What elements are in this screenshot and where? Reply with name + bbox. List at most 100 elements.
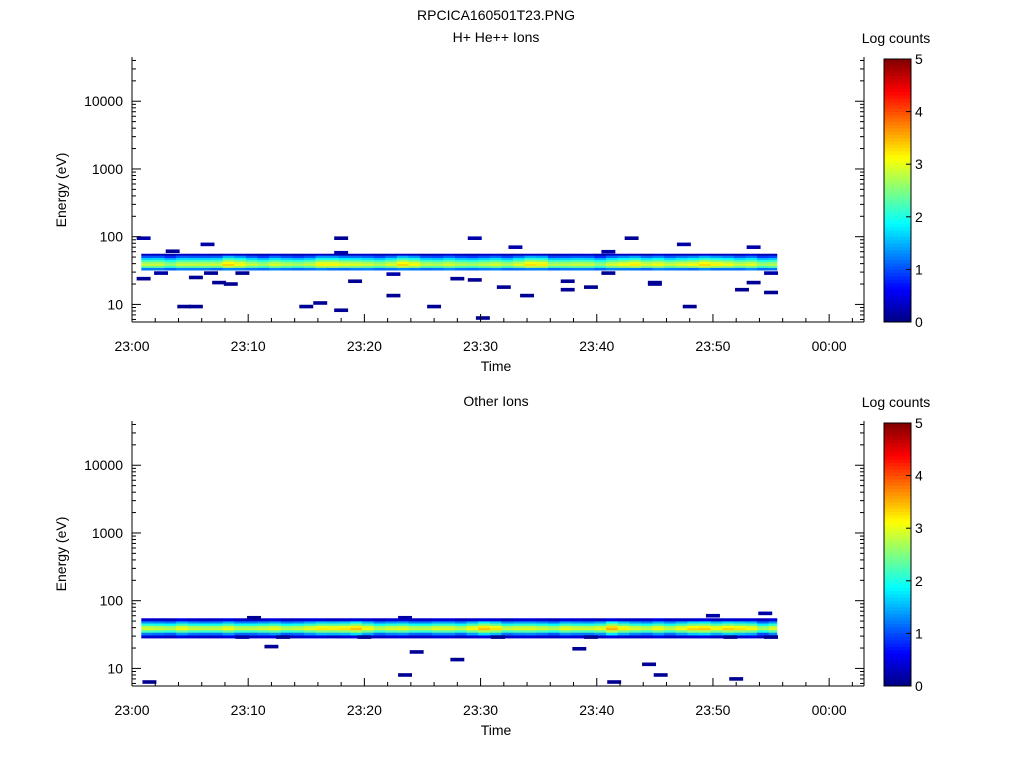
band-cell bbox=[478, 261, 491, 264]
colorbar-strip bbox=[884, 59, 911, 63]
colorbar-strip bbox=[884, 292, 911, 297]
band-cell bbox=[547, 627, 560, 631]
band-cell bbox=[768, 621, 778, 624]
x-tick-label: 23:50 bbox=[695, 702, 730, 718]
sparse-count-cell bbox=[223, 282, 238, 286]
band-cell bbox=[303, 618, 316, 622]
band-cell bbox=[234, 265, 247, 268]
band-cell bbox=[547, 267, 560, 271]
colorbar-strip bbox=[884, 170, 911, 175]
band-cell bbox=[280, 621, 293, 624]
band-cell bbox=[455, 259, 468, 262]
band-cell bbox=[710, 627, 723, 631]
band-cell bbox=[524, 627, 537, 631]
band-cell bbox=[408, 632, 421, 636]
colorbar-strip bbox=[884, 111, 911, 116]
band-cell bbox=[617, 259, 630, 262]
sparse-count-cell bbox=[764, 290, 779, 295]
band-cell bbox=[536, 253, 549, 256]
band-cell bbox=[571, 257, 584, 260]
band-cell bbox=[745, 255, 758, 258]
band-cell bbox=[710, 257, 723, 260]
band-cell bbox=[396, 629, 409, 633]
sparse-count-cell bbox=[560, 279, 575, 284]
band-cell bbox=[652, 632, 665, 636]
band-cell bbox=[327, 627, 340, 631]
colorbar-strip bbox=[884, 128, 911, 132]
band-cell bbox=[385, 635, 398, 639]
band-cell bbox=[269, 259, 282, 262]
band-cell bbox=[582, 261, 595, 264]
band-cell bbox=[443, 625, 456, 628]
y-tick-label: 10000 bbox=[84, 457, 123, 473]
band-cell bbox=[327, 625, 340, 628]
band-cell bbox=[699, 635, 712, 639]
band-cell bbox=[164, 629, 177, 633]
colorbar-strip bbox=[884, 557, 911, 562]
band-cell bbox=[559, 632, 572, 636]
band-cell bbox=[280, 261, 293, 264]
band-cell bbox=[687, 632, 700, 636]
band-cell bbox=[245, 265, 258, 268]
band-cell bbox=[257, 635, 270, 639]
band-cell bbox=[757, 263, 770, 266]
band-cell bbox=[292, 635, 305, 639]
band-cell bbox=[141, 253, 154, 256]
band-cell bbox=[338, 257, 351, 260]
band-cell bbox=[408, 263, 421, 266]
sparse-count-cell bbox=[188, 304, 203, 309]
band-cell bbox=[269, 257, 282, 260]
band-cell bbox=[501, 627, 514, 631]
sparse-count-cell bbox=[729, 677, 744, 681]
colorbar-tick-label: 0 bbox=[915, 678, 923, 694]
band-cell bbox=[234, 261, 247, 264]
band-cell bbox=[269, 618, 282, 622]
band-cell bbox=[327, 267, 340, 271]
band-cell bbox=[582, 632, 595, 636]
band-cell bbox=[664, 625, 677, 628]
band-cell bbox=[245, 261, 258, 264]
band-cell bbox=[617, 261, 630, 264]
band-cell bbox=[431, 261, 444, 264]
band-cell bbox=[280, 629, 293, 633]
band-cell bbox=[513, 629, 526, 633]
band-cell bbox=[466, 253, 479, 256]
band-cell bbox=[757, 618, 770, 622]
colorbar-tick-label: 3 bbox=[915, 156, 923, 172]
band-cell bbox=[489, 625, 502, 628]
band-cell bbox=[640, 621, 653, 624]
colorbar-strip bbox=[884, 213, 911, 218]
band-cell bbox=[280, 625, 293, 628]
band-cell bbox=[768, 263, 778, 266]
colorbar-strip bbox=[884, 82, 911, 86]
band-cell bbox=[373, 253, 386, 256]
band-cell bbox=[187, 253, 200, 256]
band-cell bbox=[733, 267, 746, 271]
band-cell bbox=[664, 627, 677, 631]
colorbar-strip bbox=[884, 498, 911, 503]
band-cell bbox=[559, 627, 572, 631]
band-cell bbox=[211, 635, 224, 639]
band-cell bbox=[350, 627, 363, 631]
colorbar-strip bbox=[884, 521, 911, 526]
band-cell bbox=[594, 259, 607, 262]
band-cell bbox=[547, 629, 560, 633]
band-cell bbox=[489, 623, 502, 626]
band-cell bbox=[187, 265, 200, 268]
band-cell bbox=[745, 261, 758, 264]
band-cell bbox=[629, 632, 642, 636]
band-cell bbox=[478, 255, 491, 258]
colorbar-strip bbox=[884, 442, 911, 447]
band-cell bbox=[629, 259, 642, 262]
band-cell bbox=[431, 623, 444, 626]
band-cell bbox=[547, 257, 560, 260]
colorbar-strip bbox=[884, 190, 911, 195]
band-cell bbox=[571, 623, 584, 626]
band-cell bbox=[513, 625, 526, 628]
band-cell bbox=[373, 635, 386, 639]
band-cell bbox=[199, 618, 212, 622]
band-cell bbox=[199, 257, 212, 260]
colorbar-strip bbox=[884, 508, 911, 513]
sparse-count-cell bbox=[682, 304, 697, 309]
band-cell bbox=[513, 267, 526, 271]
